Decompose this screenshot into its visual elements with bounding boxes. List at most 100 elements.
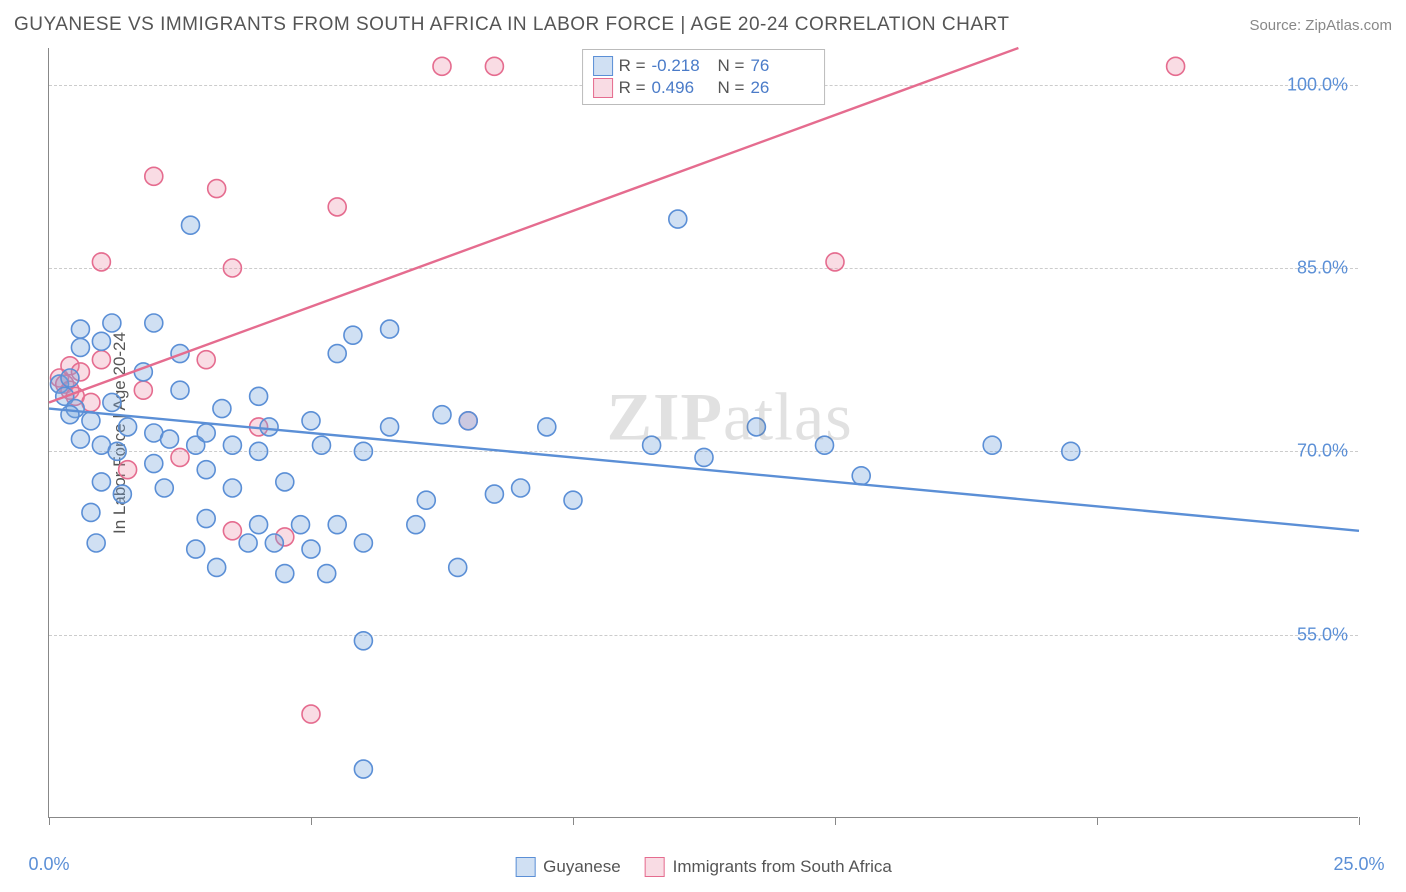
data-point-guyanese [564,491,582,509]
scatter-svg [49,48,1358,817]
data-point-south_africa [302,705,320,723]
data-point-south_africa [223,522,241,540]
data-point-guyanese [197,424,215,442]
data-point-south_africa [197,351,215,369]
data-point-south_africa [328,198,346,216]
data-point-guyanese [250,442,268,460]
data-point-guyanese [92,473,110,491]
data-point-guyanese [197,461,215,479]
data-point-guyanese [208,558,226,576]
data-point-guyanese [695,448,713,466]
swatch-south-africa [593,78,613,98]
data-point-guyanese [119,418,137,436]
data-point-guyanese [485,485,503,503]
data-point-guyanese [512,479,530,497]
legend-label-guyanese: Guyanese [543,857,621,877]
data-point-guyanese [344,326,362,344]
data-point-guyanese [318,565,336,583]
x-tick [573,817,574,825]
data-point-guyanese [538,418,556,436]
data-point-guyanese [223,479,241,497]
x-tick-label: 25.0% [1333,854,1384,875]
plot-area: In Labor Force | Age 20-24 100.0%85.0%70… [48,48,1358,818]
legend-item-south-africa: Immigrants from South Africa [645,857,892,877]
data-point-guyanese [181,216,199,234]
data-point-guyanese [103,393,121,411]
data-point-guyanese [816,436,834,454]
data-point-guyanese [250,387,268,405]
data-point-guyanese [276,473,294,491]
data-point-guyanese [983,436,1001,454]
series-legend: Guyanese Immigrants from South Africa [507,857,900,877]
data-point-guyanese [276,565,294,583]
x-tick [311,817,312,825]
data-point-south_africa [92,253,110,271]
correlation-row-south-africa: R = 0.496 N = 26 [593,78,811,98]
legend-swatch-guyanese [515,857,535,877]
data-point-guyanese [250,516,268,534]
r-value-guyanese: -0.218 [652,56,712,76]
data-point-guyanese [1062,442,1080,460]
data-point-south_africa [485,57,503,75]
data-point-guyanese [187,540,205,558]
data-point-guyanese [459,412,477,430]
data-point-guyanese [354,632,372,650]
x-tick [1097,817,1098,825]
data-point-guyanese [145,314,163,332]
legend-label-south-africa: Immigrants from South Africa [673,857,892,877]
data-point-guyanese [312,436,330,454]
data-point-guyanese [61,406,79,424]
data-point-guyanese [433,406,451,424]
data-point-guyanese [407,516,425,534]
data-point-guyanese [239,534,257,552]
data-point-guyanese [155,479,173,497]
data-point-south_africa [1167,57,1185,75]
data-point-guyanese [82,503,100,521]
legend-swatch-south-africa [645,857,665,877]
data-point-guyanese [449,558,467,576]
data-point-guyanese [669,210,687,228]
data-point-guyanese [71,320,89,338]
x-tick [1359,817,1360,825]
data-point-guyanese [71,338,89,356]
data-point-guyanese [292,516,310,534]
chart-title: GUYANESE VS IMMIGRANTS FROM SOUTH AFRICA… [14,14,1010,36]
data-point-guyanese [381,418,399,436]
swatch-guyanese [593,56,613,76]
x-tick [835,817,836,825]
data-point-guyanese [265,534,283,552]
data-point-guyanese [643,436,661,454]
data-point-guyanese [302,412,320,430]
data-point-guyanese [197,510,215,528]
data-point-guyanese [82,412,100,430]
n-value-guyanese: 76 [750,56,810,76]
data-point-guyanese [381,320,399,338]
data-point-guyanese [852,467,870,485]
data-point-guyanese [354,534,372,552]
data-point-south_africa [433,57,451,75]
legend-item-guyanese: Guyanese [515,857,621,877]
data-point-guyanese [302,540,320,558]
x-tick-label: 0.0% [28,854,69,875]
x-tick [49,817,50,825]
data-point-south_africa [92,351,110,369]
data-point-guyanese [145,455,163,473]
data-point-guyanese [103,314,121,332]
data-point-guyanese [747,418,765,436]
data-point-guyanese [113,485,131,503]
data-point-south_africa [223,259,241,277]
data-point-guyanese [223,436,241,454]
data-point-south_africa [171,448,189,466]
data-point-guyanese [108,442,126,460]
data-point-guyanese [92,332,110,350]
data-point-guyanese [61,369,79,387]
data-point-south_africa [134,381,152,399]
n-value-south-africa: 26 [750,78,810,98]
data-point-south_africa [145,167,163,185]
data-point-south_africa [826,253,844,271]
source-attribution: Source: ZipAtlas.com [1249,17,1392,34]
data-point-guyanese [354,760,372,778]
data-point-south_africa [119,461,137,479]
data-point-guyanese [260,418,278,436]
data-point-guyanese [161,430,179,448]
